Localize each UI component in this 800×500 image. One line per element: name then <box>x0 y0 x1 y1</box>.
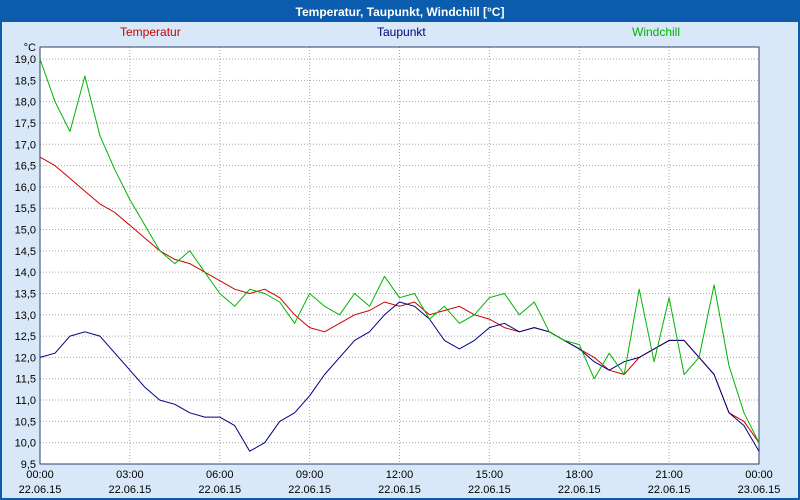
y-tick-label: 16,0 <box>15 182 36 194</box>
y-tick-label: 15,5 <box>15 203 36 215</box>
x-tick-date-label: 22.06.15 <box>558 484 601 496</box>
x-tick-date-label: 22.06.15 <box>108 484 151 496</box>
series-taupunkt-line <box>39 301 760 452</box>
y-axis-unit-label: °C <box>24 42 36 54</box>
x-tick-time-label: 00:00 <box>26 469 54 481</box>
legend-temperatur: Temperatur <box>120 25 181 39</box>
y-tick-label: 15,0 <box>15 225 36 237</box>
y-tick-label: 11,5 <box>15 374 36 386</box>
y-tick-label: 14,0 <box>15 267 36 279</box>
y-tick-label: 16,5 <box>15 161 36 173</box>
y-tick-label: 11,0 <box>15 395 36 407</box>
y-tick-label: 18,0 <box>15 97 36 109</box>
legend-taupunkt: Taupunkt <box>377 25 426 39</box>
y-tick-label: 10,0 <box>15 438 36 450</box>
y-tick-label: 12,0 <box>15 352 36 364</box>
x-tick-date-label: 22.06.15 <box>198 484 241 496</box>
y-tick-label: 13,0 <box>15 310 36 322</box>
x-tick-date-label: 22.06.15 <box>648 484 691 496</box>
legend-windchill: Windchill <box>632 25 681 39</box>
plot-border <box>39 46 760 465</box>
x-tick-date-label: 22.06.15 <box>378 484 421 496</box>
y-tick-label: 17,5 <box>15 118 36 130</box>
x-tick-time-label: 15:00 <box>476 469 504 481</box>
y-tick-label: 19,0 <box>15 54 36 66</box>
x-tick-date-label: 22.06.15 <box>468 484 511 496</box>
y-tick-label: 10,5 <box>15 416 36 428</box>
x-tick-date-label: 22.06.15 <box>19 484 62 496</box>
x-tick-time-label: 09:00 <box>296 469 324 481</box>
x-tick-time-label: 12:00 <box>386 469 414 481</box>
y-tick-label: 12,5 <box>15 331 36 343</box>
series-windchill-line <box>39 58 760 443</box>
x-tick-time-label: 00:00 <box>745 469 773 481</box>
x-tick-date-label: 23.06.15 <box>738 484 781 496</box>
chart-title: Temperatur, Taupunkt, Windchill [°C] <box>295 5 505 19</box>
y-tick-label: 18,5 <box>15 75 36 87</box>
x-tick-time-label: 03:00 <box>116 469 144 481</box>
x-tick-time-label: 21:00 <box>655 469 683 481</box>
x-tick-time-label: 06:00 <box>206 469 234 481</box>
y-tick-label: 17,0 <box>15 139 36 151</box>
y-tick-label: 13,5 <box>15 288 36 300</box>
y-tick-label: 14,5 <box>15 246 36 258</box>
title-bar: Temperatur, Taupunkt, Windchill [°C] <box>2 2 798 22</box>
x-tick-time-label: 18:00 <box>565 469 593 481</box>
y-tick-label: 9,5 <box>21 459 36 471</box>
x-tick-date-label: 22.06.15 <box>288 484 331 496</box>
